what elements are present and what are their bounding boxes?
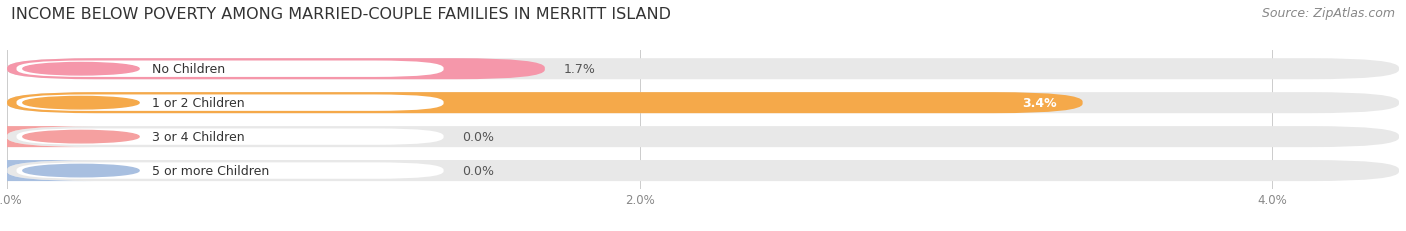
FancyBboxPatch shape (7, 160, 1399, 181)
Text: 5 or more Children: 5 or more Children (152, 164, 269, 177)
Circle shape (22, 165, 139, 177)
Text: 3.4%: 3.4% (1022, 97, 1057, 110)
FancyBboxPatch shape (7, 59, 1399, 80)
FancyBboxPatch shape (7, 93, 1083, 114)
FancyBboxPatch shape (17, 163, 444, 179)
Circle shape (22, 63, 139, 76)
FancyBboxPatch shape (17, 95, 444, 111)
Text: Source: ZipAtlas.com: Source: ZipAtlas.com (1261, 7, 1395, 20)
Circle shape (22, 97, 139, 109)
FancyBboxPatch shape (0, 127, 96, 148)
Text: 0.0%: 0.0% (463, 131, 495, 143)
Text: INCOME BELOW POVERTY AMONG MARRIED-COUPLE FAMILIES IN MERRITT ISLAND: INCOME BELOW POVERTY AMONG MARRIED-COUPL… (11, 7, 671, 22)
FancyBboxPatch shape (7, 127, 1399, 148)
FancyBboxPatch shape (7, 59, 546, 80)
Text: 1 or 2 Children: 1 or 2 Children (152, 97, 245, 110)
Circle shape (22, 131, 139, 143)
Text: 0.0%: 0.0% (463, 164, 495, 177)
FancyBboxPatch shape (0, 160, 96, 181)
FancyBboxPatch shape (7, 93, 1399, 114)
Text: 3 or 4 Children: 3 or 4 Children (152, 131, 245, 143)
FancyBboxPatch shape (17, 61, 444, 78)
Text: 1.7%: 1.7% (564, 63, 596, 76)
FancyBboxPatch shape (17, 129, 444, 145)
Text: No Children: No Children (152, 63, 225, 76)
